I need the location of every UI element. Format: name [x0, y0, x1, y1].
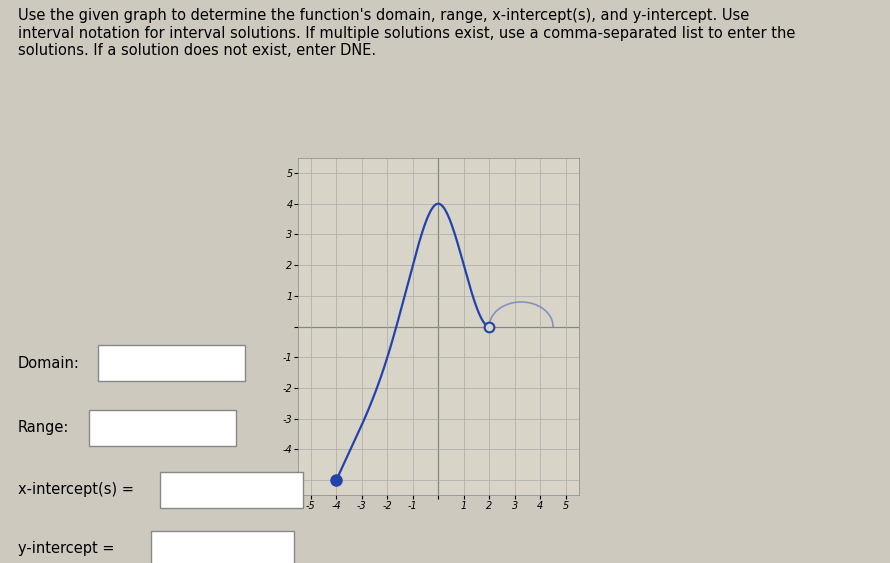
Text: Domain:: Domain:: [18, 356, 80, 370]
Text: Range:: Range:: [18, 421, 69, 435]
Text: Use the given graph to determine the function's domain, range, x-intercept(s), a: Use the given graph to determine the fun…: [18, 8, 795, 58]
Text: y-intercept =: y-intercept =: [18, 542, 114, 556]
Text: x-intercept(s) =: x-intercept(s) =: [18, 482, 134, 497]
